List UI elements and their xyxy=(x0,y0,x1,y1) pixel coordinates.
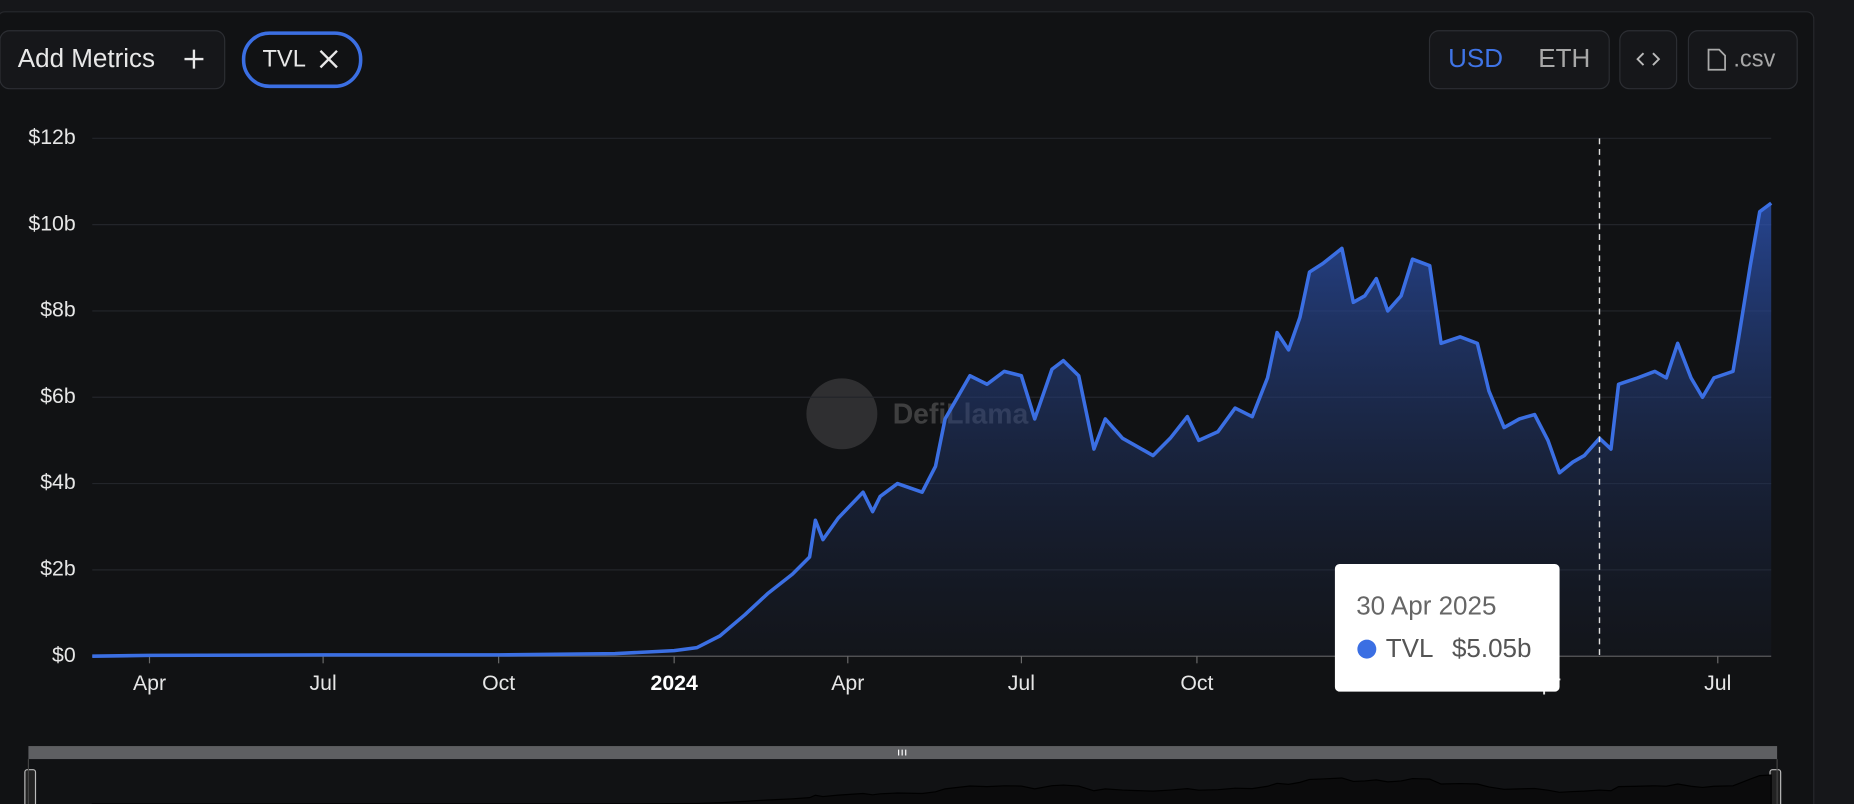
brush-frame xyxy=(27,759,1778,804)
y-tick-label: $12b xyxy=(28,125,75,149)
brush-grip xyxy=(898,749,907,756)
tooltip-box xyxy=(1334,563,1560,692)
x-tick-label: Apr xyxy=(831,671,864,695)
metric-chip[interactable]: TVL xyxy=(241,31,363,89)
plus-icon xyxy=(184,49,204,69)
add-metrics-label: Add Metrics xyxy=(18,43,155,73)
close-icon xyxy=(319,50,338,69)
y-tick-label: $10b xyxy=(28,211,75,235)
line xyxy=(92,201,1773,658)
tooltip-date: 30 Apr 2025 xyxy=(1356,591,1496,621)
currency-eth[interactable]: ETH xyxy=(1538,43,1590,73)
x-tick-label: Oct xyxy=(1180,671,1213,695)
y-tick-label: $0 xyxy=(52,643,76,667)
y-tick-label: $4b xyxy=(40,470,75,494)
add-metrics-button[interactable]: Add Metrics xyxy=(0,30,226,90)
metric-chip-label: TVL xyxy=(263,47,306,73)
tooltip-value: $5.05b xyxy=(1452,633,1532,663)
brush-preview-line xyxy=(91,774,1772,804)
x-tick-label: 2024 xyxy=(651,671,698,695)
x-tick-label: Jul xyxy=(1704,671,1731,695)
tooltip: 30 Apr 2025 TVL $5.05b xyxy=(1334,563,1560,692)
y-tick-label: $2b xyxy=(40,557,75,581)
x-tick-label: Jul xyxy=(1008,671,1035,695)
brush-preview xyxy=(91,774,1772,804)
tooltip-marker xyxy=(1357,639,1377,659)
x-tick-label: Jul xyxy=(310,671,337,695)
embed-button[interactable] xyxy=(1619,30,1678,90)
y-tick-label: $8b xyxy=(40,298,75,322)
csv-button[interactable]: .csv xyxy=(1687,30,1798,90)
area xyxy=(92,203,1772,657)
currency-usd[interactable]: USD xyxy=(1448,43,1503,73)
brush-handle-left[interactable] xyxy=(24,769,37,804)
x-tick-label: Oct xyxy=(482,671,515,695)
x-tick-label: Apr xyxy=(133,671,166,695)
csv-label: .csv xyxy=(1733,47,1775,73)
y-tick-label: $6b xyxy=(40,384,75,408)
currency-toggle xyxy=(1428,30,1610,90)
tooltip-series: TVL xyxy=(1386,633,1434,663)
